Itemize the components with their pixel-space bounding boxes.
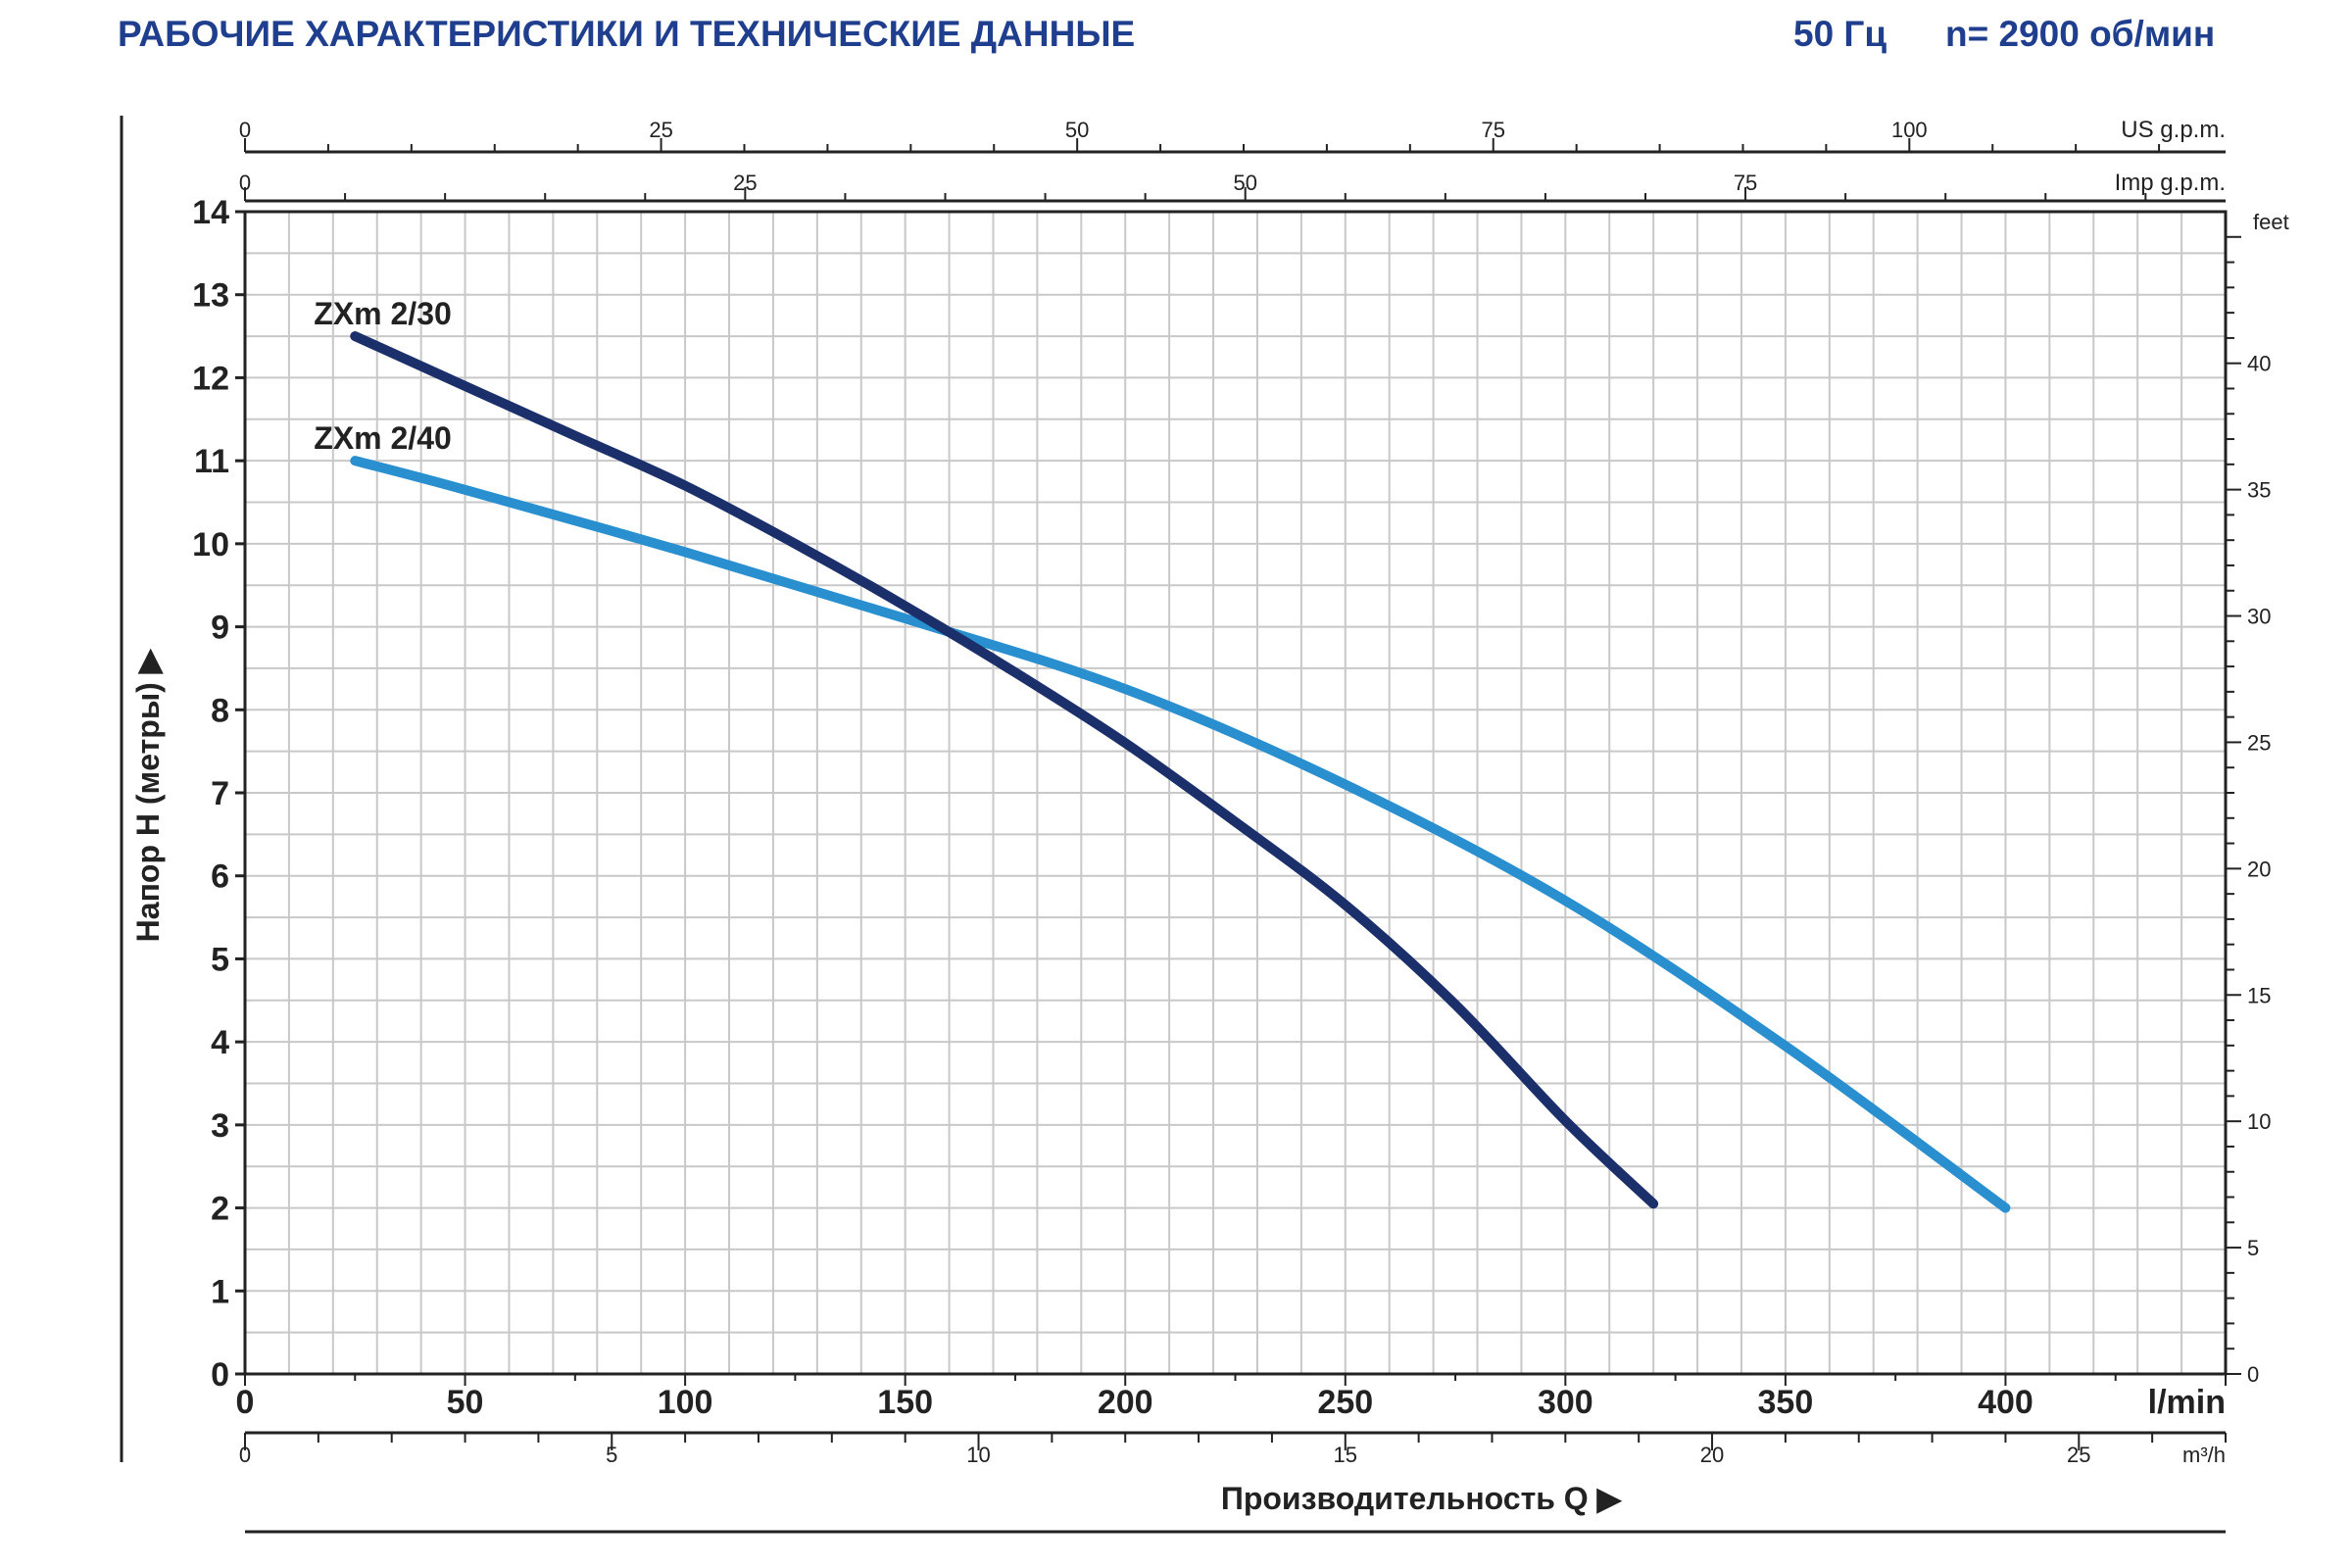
feet-tick-label: 25	[2247, 730, 2271, 755]
imp-gpm-tick-label: 75	[1734, 171, 1757, 195]
y-tick-label: 13	[192, 277, 229, 315]
y-axis-title: Напор H (метры) ▶	[130, 648, 166, 942]
y-tick-label: 8	[211, 692, 229, 729]
m3h-unit-label: m³/h	[2182, 1443, 2226, 1467]
imp-gpm-tick-label: 0	[239, 171, 251, 195]
y-tick-label: 4	[211, 1024, 229, 1061]
m3h-tick-label: 20	[1700, 1443, 1724, 1467]
y-tick-label: 3	[211, 1107, 229, 1145]
x-tick-label: 100	[658, 1384, 713, 1421]
x-tick-label: 250	[1317, 1384, 1373, 1421]
axes	[120, 116, 2241, 1534]
x-axis-title: Производительность Q ▶	[1221, 1481, 1623, 1516]
y-tick-label: 12	[192, 360, 229, 397]
page-title: РАБОЧИЕ ХАРАКТЕРИСТИКИ И ТЕХНИЧЕСКИЕ ДАН…	[118, 14, 1136, 54]
series-label-zxm-2-30: ZXm 2/30	[314, 296, 452, 331]
feet-tick-label: 5	[2247, 1236, 2259, 1260]
x-tick-label: 150	[877, 1384, 933, 1421]
y-tick-label: 10	[192, 526, 229, 564]
y-tick-label: 1	[211, 1273, 229, 1310]
series-line-zxm-2-30	[350, 331, 1659, 1209]
us-gpm-tick-label: 100	[1891, 118, 1928, 142]
feet-tick-label: 30	[2247, 605, 2271, 629]
imp-gpm-unit-label: Imp g.p.m.	[2115, 170, 2226, 196]
y-tick-label: 7	[211, 775, 229, 812]
m3h-tick-label: 25	[2067, 1443, 2090, 1467]
feet-tick-label: 10	[2247, 1109, 2271, 1134]
feet-tick-label: 35	[2247, 478, 2271, 503]
frequency-label: 50 Гц	[1793, 14, 1887, 54]
axis-titles: Производительность Q ▶ Напор H (метры) ▶	[130, 648, 1623, 1516]
y-tick-label: 11	[194, 443, 229, 480]
y-tick-label: 2	[211, 1191, 229, 1228]
speed-label: n= 2900 об/мин	[1945, 14, 2216, 54]
y-tick-label: 6	[211, 858, 229, 896]
y-tick-label: 9	[211, 610, 229, 647]
feet-tick-label: 15	[2247, 983, 2271, 1007]
x-tick-label: 400	[1978, 1384, 2034, 1421]
x-tick-label: 350	[1758, 1384, 1814, 1421]
feet-unit-label: feet	[2253, 210, 2289, 234]
m3h-tick-label: 15	[1334, 1443, 1357, 1467]
series-label-zxm-2-40: ZXm 2/40	[314, 420, 452, 456]
y-tick-label: 5	[211, 941, 229, 978]
us-gpm-tick-label: 50	[1065, 118, 1089, 142]
m3h-tick-label: 5	[606, 1443, 617, 1467]
x-tick-label: 300	[1538, 1384, 1593, 1421]
x-unit-label: l/min	[2148, 1384, 2226, 1421]
feet-tick-label: 20	[2247, 857, 2271, 881]
x-tick-label: 0	[236, 1384, 255, 1421]
feet-tick-label: 40	[2247, 352, 2271, 376]
m3h-tick-label: 0	[239, 1443, 251, 1467]
feet-tick-label: 0	[2247, 1362, 2259, 1387]
imp-gpm-tick-label: 25	[733, 171, 757, 195]
x-tick-label: 50	[447, 1384, 484, 1421]
us-gpm-unit-label: US g.p.m.	[2121, 117, 2226, 143]
us-gpm-tick-label: 25	[649, 118, 672, 142]
series-group	[350, 331, 2011, 1213]
us-gpm-tick-label: 75	[1481, 118, 1504, 142]
imp-gpm-tick-label: 50	[1233, 171, 1256, 195]
m3h-tick-label: 10	[966, 1443, 990, 1467]
series-labels: ZXm 2/30 ZXm 2/40	[314, 296, 452, 456]
us-gpm-tick-label: 0	[239, 118, 251, 142]
y-tick-label: 0	[211, 1356, 229, 1394]
tick-labels: 012345678910111213140510152025303540feet…	[192, 117, 2289, 1467]
y-tick-label: 14	[192, 194, 229, 231]
x-tick-label: 200	[1098, 1384, 1153, 1421]
grid	[245, 212, 2226, 1374]
series-line-zxm-2-40	[350, 456, 2011, 1213]
